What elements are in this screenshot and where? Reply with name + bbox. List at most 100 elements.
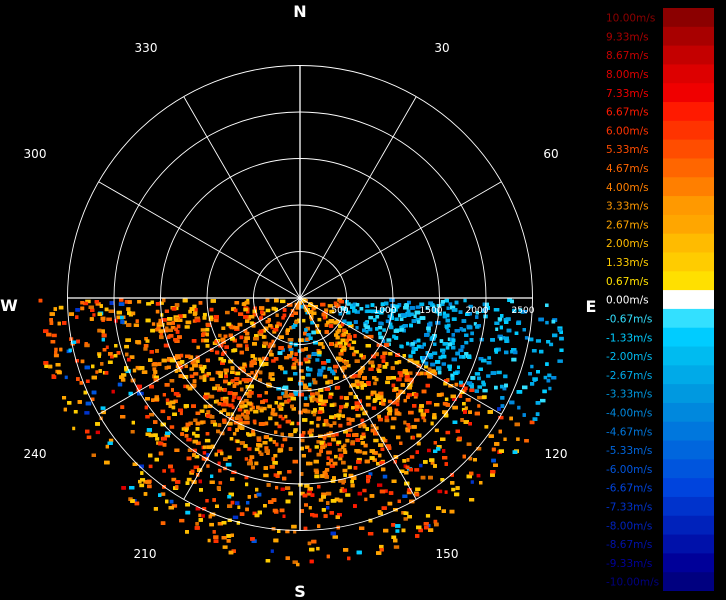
echo-cell [316, 452, 322, 457]
echo-cell [328, 395, 333, 399]
echo-cell [389, 308, 393, 312]
echo-cell [482, 388, 488, 393]
echo-cell [371, 354, 376, 359]
echo-cell [206, 453, 210, 457]
echo-cell [367, 327, 373, 332]
echo-cell [240, 426, 245, 430]
echo-cell [442, 311, 446, 316]
echo-cell [419, 463, 423, 468]
echo-cell [262, 356, 266, 361]
echo-cell [368, 315, 374, 320]
echo-cell [219, 410, 223, 414]
echo-cell [474, 411, 480, 416]
echo-cell [324, 330, 329, 334]
echo-cell [203, 404, 208, 409]
echo-cell [334, 454, 338, 459]
echo-cell [500, 396, 505, 400]
echo-cell [449, 341, 455, 346]
echo-cell [244, 300, 250, 305]
echo-cell [370, 392, 374, 397]
echo-cell [73, 410, 78, 414]
echo-cell [279, 402, 285, 407]
echo-cell [528, 337, 534, 342]
echo-cell [218, 481, 223, 485]
echo-cell [288, 491, 293, 496]
echo-cell [127, 300, 132, 304]
echo-cell [451, 487, 456, 492]
echo-cell [205, 358, 210, 363]
echo-cell [202, 365, 207, 369]
echo-cell [156, 326, 161, 331]
echo-cell [323, 374, 328, 379]
echo-cell [366, 475, 371, 479]
echo-cell [306, 333, 311, 337]
echo-cell [243, 399, 249, 403]
echo-cell [158, 318, 162, 323]
echo-cell [382, 365, 388, 369]
echo-cell [188, 309, 192, 314]
echo-cell [298, 392, 304, 397]
echo-cell [226, 412, 231, 416]
echo-cell [341, 460, 346, 465]
echo-cell [497, 317, 503, 321]
echo-cell [332, 535, 338, 539]
echo-cell [313, 468, 319, 473]
echo-cell [129, 486, 135, 490]
echo-cell [49, 312, 55, 316]
echo-cell [225, 462, 232, 467]
echo-cell [381, 339, 386, 343]
echo-cell [114, 344, 118, 348]
echo-cell [291, 366, 297, 370]
echo-cell [273, 328, 279, 332]
echo-cell [268, 375, 272, 380]
echo-cell [309, 461, 313, 466]
echo-cell [442, 401, 448, 406]
echo-cell [145, 397, 150, 401]
echo-cell [494, 348, 499, 352]
echo-cell [333, 301, 337, 306]
echo-cell [294, 352, 298, 356]
echo-cell [289, 313, 294, 317]
echo-cell [416, 344, 421, 349]
echo-cell [442, 456, 448, 460]
echo-cell [243, 329, 248, 333]
echo-cell [316, 440, 321, 444]
echo-cell [327, 367, 332, 371]
echo-cell [257, 394, 262, 398]
echo-cell [104, 307, 109, 312]
echo-cell [549, 342, 554, 347]
echo-cell [416, 525, 422, 530]
echo-cell [168, 404, 172, 408]
echo-cell [416, 320, 421, 324]
echo-cell [356, 382, 361, 386]
echo-cell [250, 321, 254, 325]
echo-cell [242, 362, 247, 367]
echo-cell [328, 392, 334, 396]
echo-cell [498, 449, 504, 453]
echo-cell [227, 427, 232, 431]
echo-cell [280, 366, 284, 371]
echo-cell [420, 345, 424, 349]
echo-cell [267, 344, 271, 349]
echo-cell [185, 422, 191, 427]
echo-cell [202, 316, 207, 320]
echo-cell [218, 386, 222, 391]
echo-cell [342, 479, 346, 483]
echo-cell [245, 385, 250, 389]
echo-cell [192, 304, 197, 309]
echo-cell [160, 409, 166, 414]
echo-cell [445, 318, 450, 323]
echo-cell [362, 328, 367, 333]
echo-cell [425, 383, 430, 388]
velocity-echo-field [38, 298, 564, 567]
echo-cell [373, 451, 378, 455]
echo-cell [271, 339, 275, 344]
echo-cell [438, 355, 443, 360]
echo-cell [293, 323, 298, 327]
echo-cell [246, 501, 250, 505]
echo-cell [348, 324, 354, 328]
echo-cell [314, 445, 319, 449]
echo-cell [101, 337, 105, 342]
echo-cell [373, 381, 377, 386]
echo-cell [300, 348, 305, 352]
